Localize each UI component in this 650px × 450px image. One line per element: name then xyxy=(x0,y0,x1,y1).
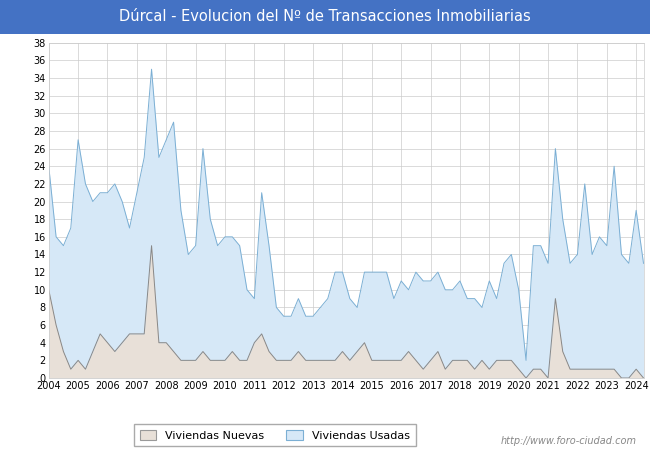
Legend: Viviendas Nuevas, Viviendas Usadas: Viviendas Nuevas, Viviendas Usadas xyxy=(134,424,415,446)
Text: http://www.foro-ciudad.com: http://www.foro-ciudad.com xyxy=(501,436,637,446)
Text: Dúrcal - Evolucion del Nº de Transacciones Inmobiliarias: Dúrcal - Evolucion del Nº de Transaccion… xyxy=(119,9,531,24)
